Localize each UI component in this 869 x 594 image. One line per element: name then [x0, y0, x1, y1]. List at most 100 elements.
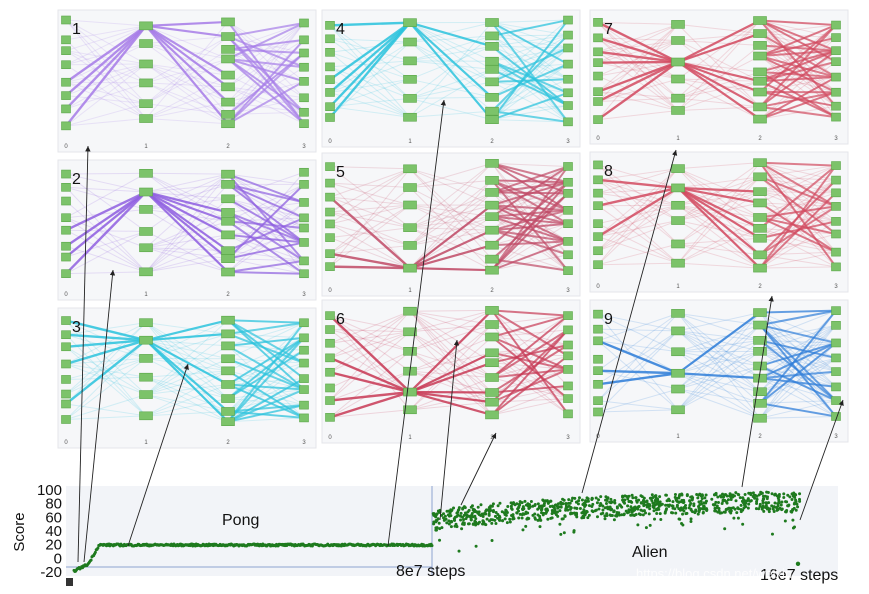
score-point — [553, 510, 557, 514]
score-point — [783, 519, 787, 523]
score-point — [625, 494, 629, 498]
score-point — [571, 496, 575, 500]
node — [593, 201, 603, 210]
node — [299, 345, 309, 355]
score-point — [601, 504, 605, 508]
score-point — [650, 493, 654, 497]
score-point — [663, 511, 667, 515]
node — [325, 75, 335, 84]
edge-faint — [65, 172, 147, 175]
score-point — [453, 515, 457, 519]
edge-faint — [145, 231, 229, 273]
edge-faint — [759, 340, 837, 417]
node — [485, 397, 499, 407]
node — [831, 46, 841, 55]
edge-faint — [329, 223, 411, 269]
score-point — [437, 521, 441, 525]
node — [593, 188, 603, 198]
node — [221, 32, 235, 41]
edge-strong — [227, 52, 305, 125]
edge-strong — [759, 49, 837, 73]
edge-strong — [227, 383, 305, 391]
edge-faint — [65, 118, 147, 127]
edge-faint — [491, 192, 569, 206]
edge-faint — [329, 342, 411, 393]
edge-faint — [227, 183, 305, 229]
score-point — [89, 558, 93, 562]
score-point — [719, 495, 723, 499]
panel-number: 2 — [72, 171, 81, 188]
panel-tick-label: 3 — [834, 136, 838, 142]
score-point — [604, 501, 608, 505]
edge-strong — [409, 390, 493, 404]
node — [61, 169, 71, 179]
edge-faint — [145, 82, 229, 88]
score-point — [728, 492, 732, 496]
edge-strong — [759, 91, 837, 121]
edge-faint — [409, 370, 493, 393]
score-point — [524, 512, 528, 516]
edge-faint — [677, 24, 761, 108]
node — [299, 374, 309, 383]
edge-strong — [227, 233, 305, 244]
edge-faint — [145, 172, 229, 222]
node — [325, 311, 335, 320]
edge-faint — [759, 162, 837, 194]
edge-strong — [491, 344, 569, 394]
edge-strong — [677, 61, 761, 108]
edge-faint — [329, 244, 411, 255]
edge-faint — [145, 173, 229, 193]
score-point — [462, 521, 466, 525]
edge-strong — [759, 339, 837, 402]
edge-faint — [491, 223, 569, 271]
node — [485, 306, 499, 315]
edge-strong — [759, 342, 837, 380]
edge-faint — [145, 322, 229, 372]
edge-strong — [329, 265, 411, 270]
edge-faint — [597, 75, 679, 111]
edge-strong — [491, 204, 569, 243]
node — [563, 162, 573, 171]
score-point — [613, 501, 617, 505]
score-point — [618, 513, 622, 517]
score-point — [438, 538, 442, 542]
panel-2: 0 1 2 3 2 — [57, 159, 317, 301]
score-points — [72, 490, 802, 574]
score-point — [435, 526, 439, 530]
node — [403, 387, 417, 397]
node — [325, 21, 335, 30]
edge-faint — [227, 358, 305, 406]
score-point — [765, 497, 769, 501]
score-point — [615, 512, 619, 516]
edge-faint — [145, 410, 229, 417]
edge-strong — [491, 179, 569, 184]
edge-faint — [329, 182, 411, 206]
score-point — [487, 505, 491, 509]
node — [325, 325, 335, 334]
score-point — [440, 526, 444, 530]
edge-faint — [759, 192, 837, 256]
score-point — [692, 504, 696, 508]
node — [753, 29, 767, 38]
edge-faint — [227, 322, 305, 347]
edge-faint — [145, 172, 229, 213]
edge-faint — [409, 216, 493, 229]
score-point — [613, 499, 617, 503]
node — [299, 18, 309, 28]
score-point — [533, 512, 537, 516]
edge-faint — [597, 179, 679, 206]
node — [299, 48, 309, 58]
edge-faint — [677, 312, 761, 341]
edge-faint — [491, 34, 569, 83]
edge-faint — [759, 350, 837, 388]
score-point — [652, 501, 656, 505]
score-point — [631, 496, 635, 500]
edge-strong — [227, 404, 305, 423]
edge-strong — [491, 215, 569, 243]
score-point — [780, 500, 784, 504]
node — [563, 101, 573, 110]
panel-tick-label: 2 — [226, 292, 230, 298]
node — [61, 330, 71, 340]
edge-faint — [409, 68, 493, 118]
edge-faint — [409, 324, 493, 333]
